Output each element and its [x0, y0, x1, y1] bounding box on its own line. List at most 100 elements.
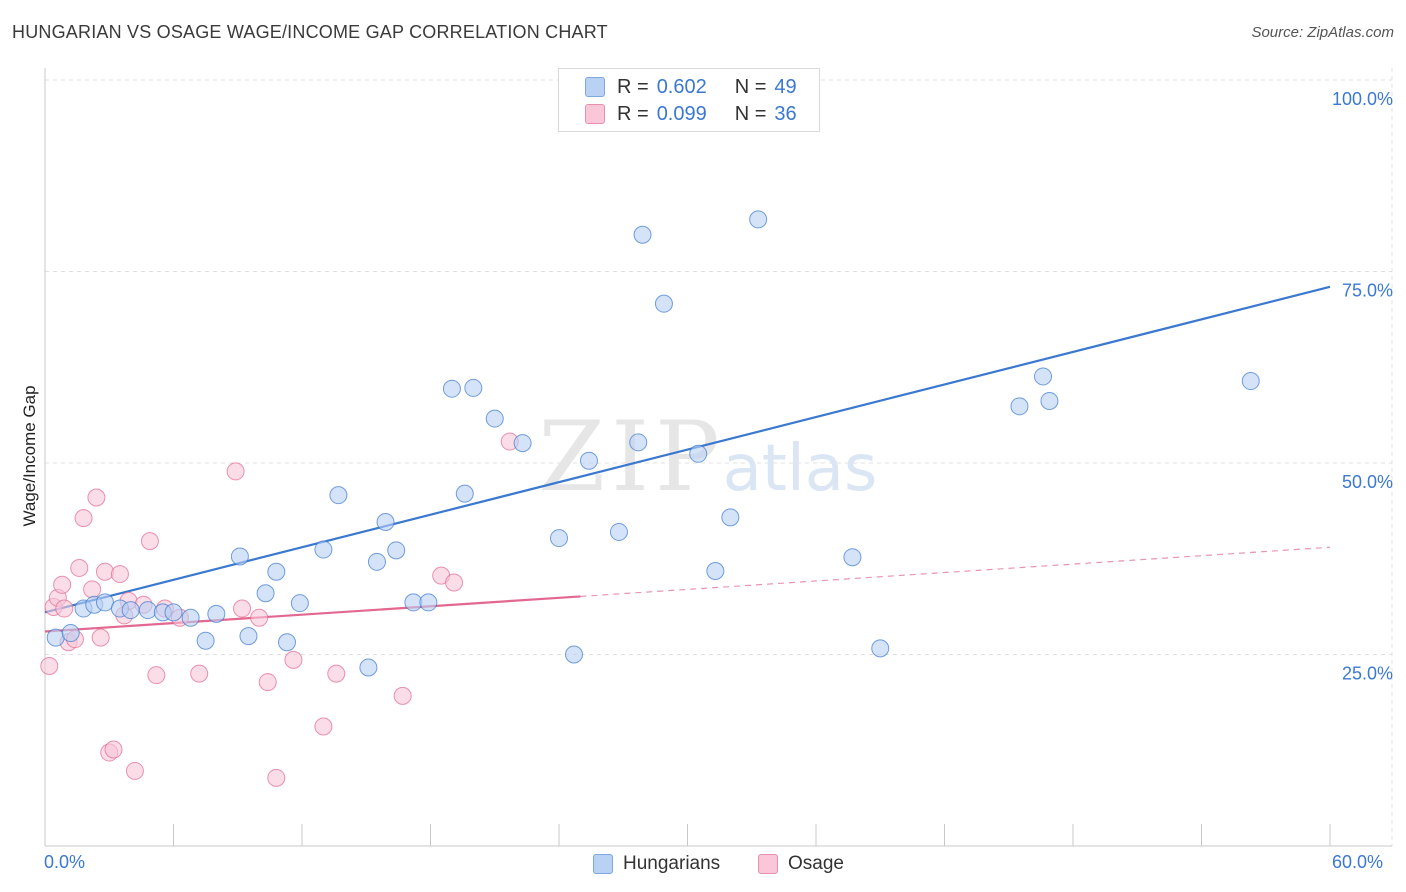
osage-swatch: [585, 104, 605, 124]
trend-line-hungarians: [44, 285, 1331, 614]
point-osage-25: [226, 462, 245, 481]
osage-legend-swatch: [758, 854, 778, 874]
point-hungarians-22: [367, 552, 386, 571]
point-hungarians-17: [278, 633, 297, 652]
point-hungarians-37: [633, 225, 652, 244]
point-hungarians-12: [207, 604, 226, 623]
point-hungarians-7: [138, 601, 157, 620]
x-axis-min-label: 0.0%: [44, 852, 86, 872]
legend-item-hungarians[interactable]: Hungarians: [593, 850, 720, 878]
point-hungarians-11: [196, 631, 215, 650]
point-hungarians-44: [871, 639, 890, 658]
legend-item-osage[interactable]: Osage: [758, 850, 844, 878]
point-hungarians-15: [256, 584, 275, 603]
point-osage-32: [327, 664, 346, 683]
point-osage-8: [74, 509, 93, 528]
r-value: 0.602: [656, 75, 707, 98]
grid-lines: [45, 68, 1393, 846]
chart-title: HUNGARIAN VS OSAGE WAGE/INCOME GAP CORRE…: [12, 22, 608, 42]
point-osage-12: [95, 562, 114, 581]
point-osage-10: [87, 488, 106, 507]
y-tick-label-25: 25.0%: [1342, 664, 1393, 684]
point-hungarians-23: [376, 512, 395, 531]
y-tick-labels: 25.0% 50.0% 75.0% 100.0%: [1332, 89, 1393, 684]
point-hungarians-9: [164, 603, 183, 622]
n-label: N =: [734, 75, 767, 98]
point-osage-31: [314, 717, 333, 736]
stats-row-osage: R = 0.099 N = 36: [585, 102, 797, 126]
point-hungarians-42: [749, 210, 768, 229]
point-hungarians-19: [314, 540, 333, 559]
point-osage-28: [258, 673, 277, 692]
point-hungarians-28: [455, 484, 474, 503]
r-label: R =: [617, 102, 649, 125]
legend-label: Osage: [788, 853, 844, 874]
point-hungarians-4: [95, 593, 114, 612]
point-osage-27: [250, 608, 269, 627]
point-osage-29: [267, 768, 286, 787]
point-hungarians-25: [404, 593, 423, 612]
point-osage-4: [55, 599, 74, 618]
y-tick-label-100: 100.0%: [1332, 89, 1393, 109]
point-osage-7: [70, 558, 89, 577]
point-hungarians-32: [550, 529, 568, 548]
point-osage-30: [284, 650, 303, 669]
point-hungarians-48: [1241, 372, 1260, 391]
point-hungarians-14: [239, 627, 258, 646]
trend-lines: [44, 285, 1331, 633]
y-tick-label-75: 75.0%: [1342, 281, 1393, 301]
point-hungarians-40: [706, 562, 725, 581]
point-hungarians-21: [359, 658, 378, 677]
point-osage-26: [233, 599, 252, 618]
legend-label: Hungarians: [623, 853, 721, 874]
point-hungarians-26: [419, 593, 438, 612]
point-hungarians-45: [1010, 397, 1029, 416]
point-hungarians-46: [1034, 367, 1053, 386]
point-hungarians-39: [689, 444, 708, 463]
point-osage-33: [393, 686, 412, 705]
watermark-atlas: atlas: [723, 432, 878, 506]
point-hungarians-33: [564, 645, 583, 664]
point-hungarians-18: [290, 594, 309, 613]
point-hungarians-24: [387, 541, 406, 560]
stats-row-hungarians: R = 0.602 N = 49: [585, 75, 797, 99]
source-label: Source: ZipAtlas.com: [1251, 24, 1394, 41]
axes: [44, 68, 1392, 847]
point-hungarians-35: [609, 522, 628, 541]
point-hungarians-29: [464, 378, 483, 397]
point-hungarians-0: [46, 628, 65, 647]
point-osage-15: [110, 565, 129, 584]
point-hungarians-38: [654, 294, 673, 313]
point-osage-11: [91, 628, 110, 647]
point-osage-20: [140, 532, 159, 551]
y-axis-label: Wage/Income Gap: [20, 385, 39, 527]
y-tick-label-50: 50.0%: [1342, 472, 1393, 492]
trend-line-osage: [44, 595, 581, 633]
point-hungarians-10: [181, 608, 200, 627]
r-value: 0.099: [656, 102, 707, 125]
watermark-zip: ZIP: [538, 401, 725, 513]
trend-line-extension-osage: [580, 546, 1331, 598]
point-osage-18: [125, 761, 144, 780]
hungarians-legend-swatch: [593, 854, 613, 874]
point-osage-21: [147, 666, 166, 685]
point-hungarians-1: [61, 624, 80, 643]
point-osage-14: [104, 740, 123, 759]
point-hungarians-16: [267, 562, 286, 581]
watermark: ZIP atlas: [538, 401, 877, 513]
point-hungarians-20: [329, 486, 348, 505]
x-axis-max-label: 60.0%: [1332, 852, 1384, 872]
r-label: R =: [617, 75, 649, 98]
hungarians-swatch: [585, 77, 605, 97]
point-hungarians-30: [485, 409, 504, 428]
point-osage-9: [83, 580, 102, 599]
point-hungarians-27: [442, 379, 461, 398]
data-points: [40, 210, 1260, 787]
point-osage-3: [53, 575, 72, 594]
point-osage-24: [190, 664, 209, 683]
n-label: N =: [734, 102, 767, 125]
point-hungarians-6: [121, 601, 140, 620]
n-value: 36: [774, 102, 797, 125]
point-osage-35: [445, 573, 464, 592]
